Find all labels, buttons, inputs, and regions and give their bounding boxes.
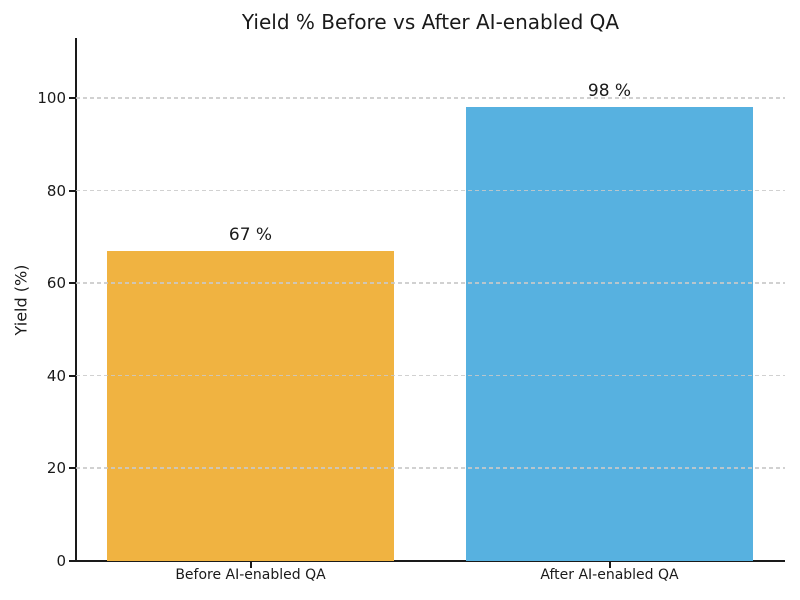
y-tick-mark-40 <box>69 374 76 377</box>
y-tick-mark-20 <box>69 467 76 470</box>
y-tick-label-0: 0 <box>56 552 66 570</box>
y-tick-label-20: 20 <box>46 459 66 478</box>
x-tick-label-after-ai-enabled-qa: After AI-enabled QA <box>540 567 679 583</box>
x-tick-label-before-ai-enabled-qa: Before AI-enabled QA <box>175 567 326 583</box>
bar-value-label-after-ai-enabled-qa: 98 % <box>587 81 632 102</box>
y-tick-label-60: 60 <box>46 274 66 293</box>
y-tick-mark-80 <box>69 189 76 192</box>
x-axis-line <box>75 560 785 562</box>
y-tick-mark-60 <box>69 282 76 285</box>
chart-title: Yield % Before vs After AI-enabled QA <box>241 10 620 34</box>
y-axis-line <box>75 38 77 562</box>
bar-before-ai-enabled-qa <box>107 250 394 561</box>
gridline-y-100 <box>76 97 785 99</box>
gridline-y-40 <box>76 374 785 377</box>
x-tick-mark-before-ai-enabled-qa <box>249 562 252 568</box>
bar-value-label-before-ai-enabled-qa: 67 % <box>228 224 273 245</box>
gridline-y-60 <box>76 282 785 284</box>
y-tick-mark-100 <box>69 97 76 100</box>
y-tick-label-80: 80 <box>46 181 66 200</box>
x-tick-mark-after-ai-enabled-qa <box>608 562 611 568</box>
gridline-y-80 <box>76 189 785 192</box>
y-tick-mark-0 <box>69 560 76 562</box>
y-tick-label-100: 100 <box>37 89 66 108</box>
y-tick-label-40: 40 <box>46 366 66 385</box>
bar-after-ai-enabled-qa <box>466 107 753 561</box>
gridline-y-20 <box>76 467 785 469</box>
